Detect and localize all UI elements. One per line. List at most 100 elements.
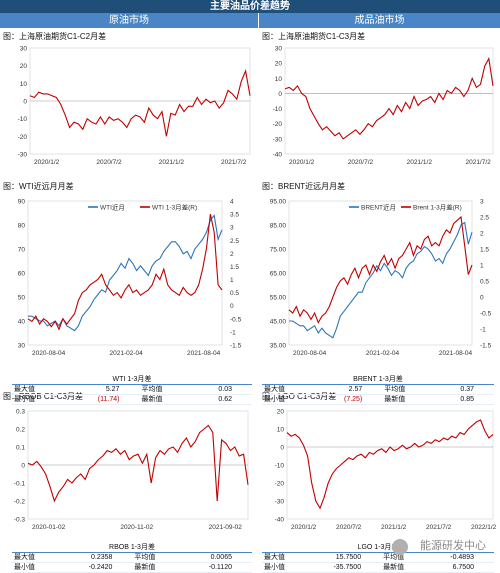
stats-label: 最大值: [264, 386, 285, 393]
y-tick-label: 0: [278, 91, 282, 98]
stats-lgo: LGO 1-3月差 最大值 15.7500 平均值 -0.4893 最小值 -3…: [262, 543, 494, 573]
stats-label: 最新值: [141, 396, 163, 403]
stats-label: 平均值: [134, 554, 156, 561]
chart-sc: 30 20 10 0 -10 -20 -30 2020/1/2 2020/7/2 2021/1/2…: [18, 46, 251, 166]
y2-tick-label: -1.5: [230, 343, 242, 350]
stats-label: 最小值: [14, 396, 35, 403]
stats-value: 0.0065: [210, 554, 232, 561]
stats-label: 平均值: [383, 554, 405, 561]
y2-tick-label: -1: [480, 327, 486, 334]
stats-value: 0.85: [460, 396, 474, 403]
stats-title: WTI 1-3月差: [12, 375, 252, 385]
y2-tick-label: 1.5: [230, 264, 239, 271]
legend-label: WTI 1-3月差(R): [152, 203, 197, 212]
legend-label: Brent 1-3月差(R): [413, 203, 462, 212]
y-tick-label: 55.00: [270, 295, 287, 302]
y-tick-label: -10: [18, 116, 28, 123]
stats-value: -35.7500: [333, 564, 362, 571]
chart-title-brent: 图：BRENT近远月月差: [262, 182, 346, 191]
plot-frame: [286, 410, 494, 520]
x-tick-label: 2021/1/2: [381, 524, 407, 531]
x-tick-label: 2021/7/2: [465, 159, 491, 166]
stats-value: 0.37: [460, 386, 474, 393]
chart-brent: 95.00 85.00 75.00 65.00 55.00 45.00 35.00 3 2.5 2…: [270, 199, 492, 358]
x-tick-label: 2021/7/2: [426, 524, 452, 531]
x-tick-label: 2022/1/2: [471, 524, 497, 531]
y-tick-label: 0.1: [16, 445, 25, 452]
stats-value: 0.03: [218, 386, 232, 393]
x-tick-label: 2021/1/2: [407, 159, 433, 166]
stats-value: 6.7500: [452, 564, 474, 571]
x-tick-label: 2020/7/2: [96, 159, 122, 166]
stats-wti: WTI 1-3月差 最大值 5.27 平均值 0.03 最小值 (11.74) …: [12, 375, 252, 405]
watermark-logo-icon: [392, 539, 408, 555]
series-line-0: [289, 221, 473, 339]
legend-label: WTI近月: [100, 203, 125, 212]
y2-tick-label: 1.5: [480, 247, 489, 254]
x-tick-label: 2021/7/2: [221, 159, 247, 166]
y2-tick-label: 0: [230, 303, 234, 310]
series-line-0: [27, 424, 249, 503]
y-tick-label: 0.2: [16, 427, 25, 434]
stats-label: 最小值: [264, 564, 285, 571]
y-tick-label: -0.2: [14, 499, 26, 506]
y-tick-label: 75.00: [270, 247, 287, 254]
stats-value: 0.2358: [91, 554, 113, 561]
y-tick-label: -40: [273, 152, 283, 159]
x-tick-label: 2020/7/2: [348, 159, 374, 166]
x-tick-label: 2021-08-04: [439, 350, 473, 357]
stats-title: RBOB 1-3月差: [12, 543, 252, 553]
stats-value: -0.4893: [450, 554, 474, 561]
y-tick-label: 30: [18, 343, 26, 350]
y-tick-label: 0.3: [16, 409, 25, 416]
y-tick-label: 40: [18, 319, 26, 326]
stats-label: 平均值: [384, 386, 406, 393]
y-tick-label: 0: [21, 463, 25, 470]
chart-title-rbob: 图：RBOB C1-C3月差: [3, 392, 84, 401]
y-tick-label: 30: [275, 46, 283, 53]
series-line-0: [28, 214, 223, 332]
y-tick-label: -20: [273, 121, 283, 128]
stats-value: 2.57: [348, 386, 363, 393]
chart-title-lgo: 图：LGO C1-C3月差: [262, 392, 337, 401]
stats-label: 最小值: [264, 396, 285, 403]
y-tick-label: -40: [275, 517, 285, 524]
y2-tick-label: 2.5: [480, 215, 489, 222]
stats-rbob: RBOB 1-3月差 最大值 0.2358 平均值 0.0065 最小值 -0.…: [12, 543, 252, 573]
y-tick-label: 45.00: [270, 319, 287, 326]
chart-c1c3: 30 20 10 0 -10 -20 -30 -40 2020/1/2 2020/7/2 2021/…: [273, 46, 494, 166]
y2-tick-label: -0.5: [480, 311, 492, 318]
watermark-text: 能源研发中心: [420, 540, 486, 552]
y-tick-label: 90: [18, 199, 26, 206]
y-tick-label: 20: [275, 61, 283, 68]
stats-title: LGO 1-3月差: [262, 543, 494, 553]
y-tick-label: 95.00: [270, 199, 287, 206]
y2-tick-label: 4: [230, 199, 234, 206]
y-tick-label: 85.00: [270, 223, 287, 230]
x-tick-label: 2020-01-02: [32, 524, 66, 531]
chart-title-sc: 图：上海原油期货C1-C2月差: [3, 32, 107, 41]
page-banner: 主要油品价差趋势: [0, 0, 500, 13]
y2-tick-label: 2: [480, 231, 484, 238]
stats-label: 最新值: [384, 396, 406, 403]
section-header-crude: 原油市场: [0, 13, 258, 28]
y2-tick-label: 3: [230, 225, 234, 232]
y2-tick-label: 0.5: [480, 279, 489, 286]
y2-tick-label: 1: [480, 263, 484, 270]
stats-label: 最大值: [14, 554, 35, 561]
y-tick-label: -10: [275, 463, 285, 470]
y-tick-label: -20: [275, 481, 285, 488]
chart-lgo: 20 10 0 -10 -20 -30 -40 2020/1/2 2020/7/2 2021/1/…: [275, 409, 497, 532]
y2-tick-label: 2: [230, 251, 234, 258]
y-tick-label: 0: [23, 99, 27, 106]
y-tick-label: -10: [273, 106, 283, 113]
stats-value: -0.1120: [208, 564, 232, 571]
stats-value: -0.2420: [88, 564, 113, 571]
y2-tick-label: -1.5: [480, 343, 492, 350]
legend-label: BRENT近月: [361, 203, 396, 212]
chart-wti: 90 80 70 60 50 40 30 4 3.5 3 2.5 2 1.5 1 0.5 0 -0.5 -1 -1.…: [18, 199, 242, 358]
stats-label: 最新值: [134, 564, 156, 571]
stats-value: 5.27: [105, 386, 120, 393]
stats-brent: BRENT 1-3月差 最大值 2.57 平均值 0.37 最小值 (7.25)…: [262, 375, 494, 405]
x-tick-label: 2020/1/2: [289, 159, 315, 166]
